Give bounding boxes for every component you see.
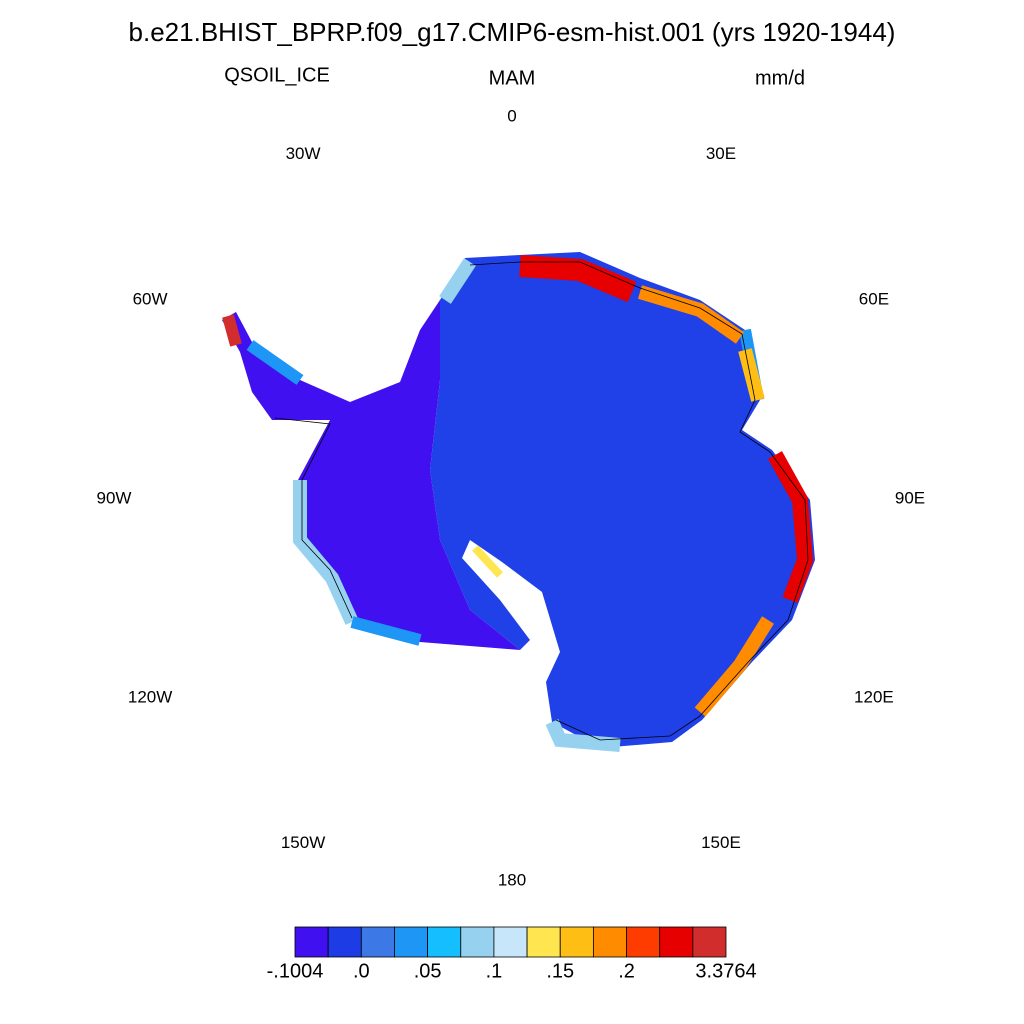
colorbar-box — [427, 926, 462, 958]
colorbar-box — [592, 926, 627, 958]
antarctica-map — [222, 252, 815, 752]
coast-red-east — [768, 451, 814, 603]
continent-west — [222, 300, 520, 650]
longitude-label: 30E — [706, 144, 736, 163]
units-label: mm/d — [755, 67, 805, 89]
colorbar-label: .15 — [546, 960, 574, 982]
colorbar-label: .1 — [486, 960, 503, 982]
colorbar-label: .0 — [353, 960, 370, 982]
colorbar-box — [526, 926, 561, 958]
coast-orange-northeast — [637, 285, 745, 344]
longitude-label: 120W — [128, 687, 172, 706]
longitude-labels: 0 30E 60E 90E 120E 150E 180 150W 120W 90W 60W 30W — [97, 106, 926, 889]
colorbar-box — [626, 926, 661, 958]
colorbar-box — [559, 926, 594, 958]
colorbar: -.1004 .0 .05 .1 .15 .2 3.3764 — [267, 926, 757, 982]
continent-east — [430, 252, 815, 748]
longitude-label: 60W — [133, 289, 168, 308]
longitude-label: 120E — [854, 687, 894, 706]
coast-light — [293, 258, 621, 752]
longitude-label: 0 — [507, 106, 516, 125]
longitude-label: 30W — [286, 144, 321, 163]
colorbar-box — [692, 926, 727, 958]
colorbar-label: -.1004 — [267, 960, 324, 982]
coast-orange-southeast — [694, 616, 774, 717]
coast-red-peninsula — [222, 314, 242, 347]
coast-red-north — [519, 255, 637, 303]
longitude-label: 150W — [281, 833, 325, 852]
colorbar-box — [360, 926, 395, 958]
colorbar-label: 3.3764 — [695, 960, 756, 982]
coastline — [274, 261, 809, 741]
longitude-label: 180 — [498, 871, 526, 890]
longitude-label: 60E — [859, 289, 889, 308]
ice-shelf-yellow — [472, 545, 503, 578]
longitude-label: 90E — [895, 488, 925, 507]
longitude-label: 90W — [97, 488, 132, 507]
longitude-label: 150E — [701, 833, 741, 852]
colorbar-box — [493, 926, 528, 958]
colorbar-box — [394, 926, 429, 958]
colorbar-box — [659, 926, 694, 958]
title: b.e21.BHIST_BPRP.f09_g17.CMIP6-esm-hist.… — [129, 17, 896, 47]
colorbar-box — [294, 926, 329, 958]
colorbar-box — [327, 926, 362, 958]
variable-label: QSOIL_ICE — [224, 64, 330, 86]
colorbar-label: .2 — [618, 960, 635, 982]
colorbar-label: .05 — [414, 960, 442, 982]
season-label: MAM — [489, 67, 536, 89]
colorbar-box — [460, 926, 495, 958]
